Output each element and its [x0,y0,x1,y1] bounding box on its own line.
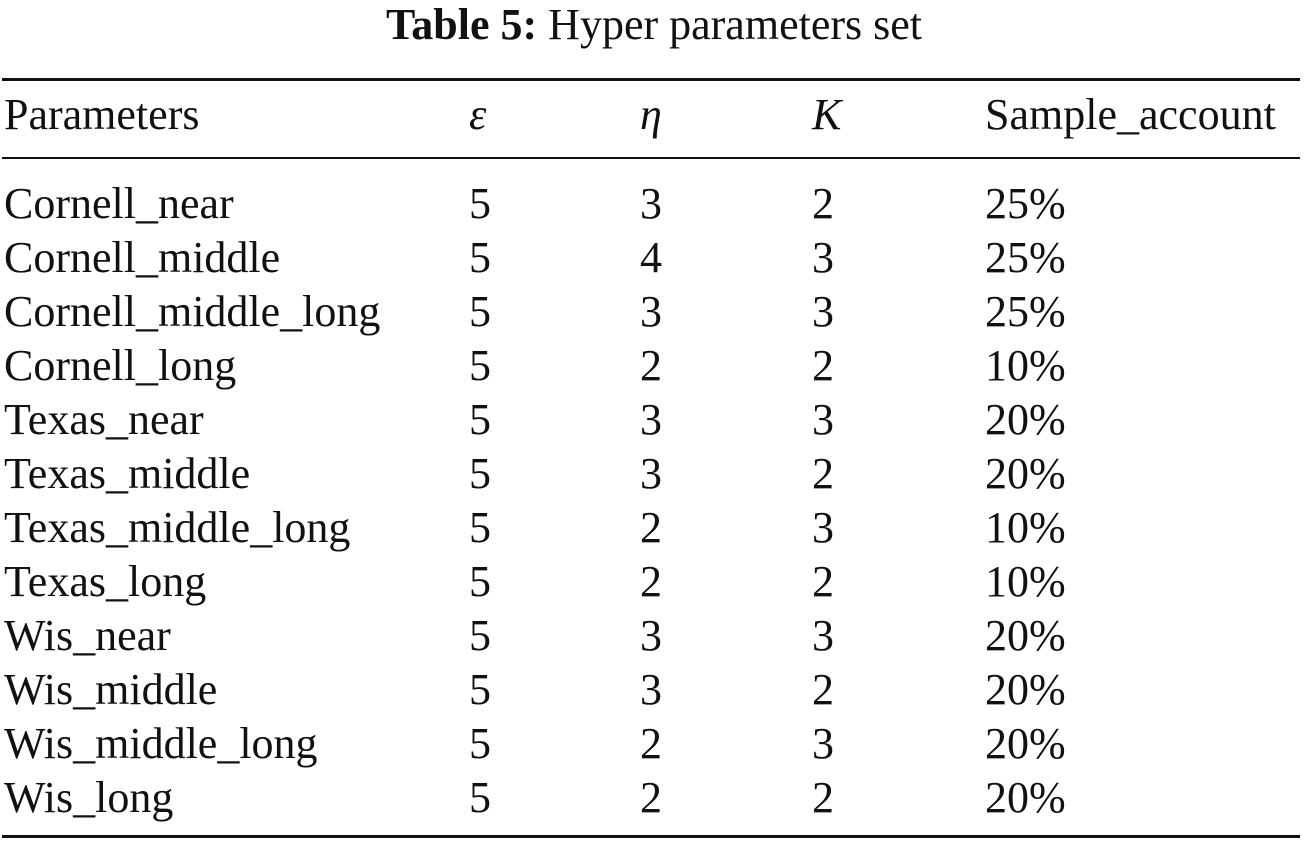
table-caption: Table 5: Hyper parameters set [0,0,1308,50]
table-row-4-parameter-name: Cornell_long [4,341,237,390]
table-row-4-epsilon-value: 5 [469,341,491,390]
table-row-1-eta-value: 3 [640,179,662,228]
table-row-6-epsilon-value: 5 [469,449,491,498]
table-row-8-parameter-name: Texas_long [4,557,207,606]
table-row-3-sample-account-value: 25% [985,287,1066,336]
table-row-2-epsilon-value: 5 [469,233,491,282]
table-row-2-k-value: 3 [812,233,834,282]
table-row-3-parameter-name: Cornell_middle_long [4,287,381,336]
table-row-11-eta-value: 2 [640,719,662,768]
header-k: K [812,90,842,139]
table-row-10-sample-account-value: 20% [985,665,1066,714]
table-row-9-sample-account-value: 20% [985,611,1066,660]
table-row-2-parameter-name: Cornell_middle [4,233,281,282]
table-row-7-epsilon-value: 5 [469,503,491,552]
table-row-12-sample-account-value: 20% [985,773,1066,822]
table-row-4-eta-value: 2 [640,341,662,390]
table-row-8-eta-value: 2 [640,557,662,606]
table-row-1-parameter-name: Cornell_near [4,179,234,228]
table-top-rule [2,78,1300,81]
table-row-2-sample-account-value: 25% [985,233,1066,282]
header-eta: η [640,90,662,139]
table-row-4-k-value: 2 [812,341,834,390]
table-caption-text: Hyper parameters set [548,0,922,49]
table-row-1-k-value: 2 [812,179,834,228]
table-row-5-parameter-name: Texas_near [4,395,204,444]
table-row-12-epsilon-value: 5 [469,773,491,822]
table-bottom-rule [2,835,1300,838]
table-row-1-sample-account-value: 25% [985,179,1066,228]
table-row-6-parameter-name: Texas_middle [4,449,251,498]
table-row-11-epsilon-value: 5 [469,719,491,768]
table-row-11-sample-account-value: 20% [985,719,1066,768]
table-row-6-sample-account-value: 20% [985,449,1066,498]
table-row-5-eta-value: 3 [640,395,662,444]
table-row-12-parameter-name: Wis_long [4,773,174,822]
table-row-10-epsilon-value: 5 [469,665,491,714]
table-row-9-epsilon-value: 5 [469,611,491,660]
table-row-9-k-value: 3 [812,611,834,660]
table-row-12-eta-value: 2 [640,773,662,822]
table-row-8-epsilon-value: 5 [469,557,491,606]
table-row-7-eta-value: 2 [640,503,662,552]
header-parameters: Parameters [4,90,200,139]
table-row-10-eta-value: 3 [640,665,662,714]
table-row-9-eta-value: 3 [640,611,662,660]
table-row-1-epsilon-value: 5 [469,179,491,228]
table-row-10-k-value: 2 [812,665,834,714]
table-row-8-sample-account-value: 10% [985,557,1066,606]
table-row-6-k-value: 2 [812,449,834,498]
table-row-6-eta-value: 3 [640,449,662,498]
table-row-11-k-value: 3 [812,719,834,768]
table-row-7-sample-account-value: 10% [985,503,1066,552]
table-row-2-eta-value: 4 [640,233,662,282]
table-row-9-parameter-name: Wis_near [4,611,171,660]
header-sample-account: Sample_account [985,90,1276,139]
table-row-7-parameter-name: Texas_middle_long [4,503,351,552]
table-row-3-epsilon-value: 5 [469,287,491,336]
header-epsilon: ε [469,90,487,139]
table-header-rule [2,157,1300,159]
table-row-4-sample-account-value: 10% [985,341,1066,390]
table-row-12-k-value: 2 [812,773,834,822]
table-row-5-k-value: 3 [812,395,834,444]
table-row-5-epsilon-value: 5 [469,395,491,444]
table-row-3-k-value: 3 [812,287,834,336]
table-row-11-parameter-name: Wis_middle_long [4,719,318,768]
table-row-3-eta-value: 3 [640,287,662,336]
table-row-10-parameter-name: Wis_middle [4,665,218,714]
table-row-8-k-value: 2 [812,557,834,606]
table-row-7-k-value: 3 [812,503,834,552]
table-caption-label: Table 5: [385,0,538,49]
table-row-5-sample-account-value: 20% [985,395,1066,444]
